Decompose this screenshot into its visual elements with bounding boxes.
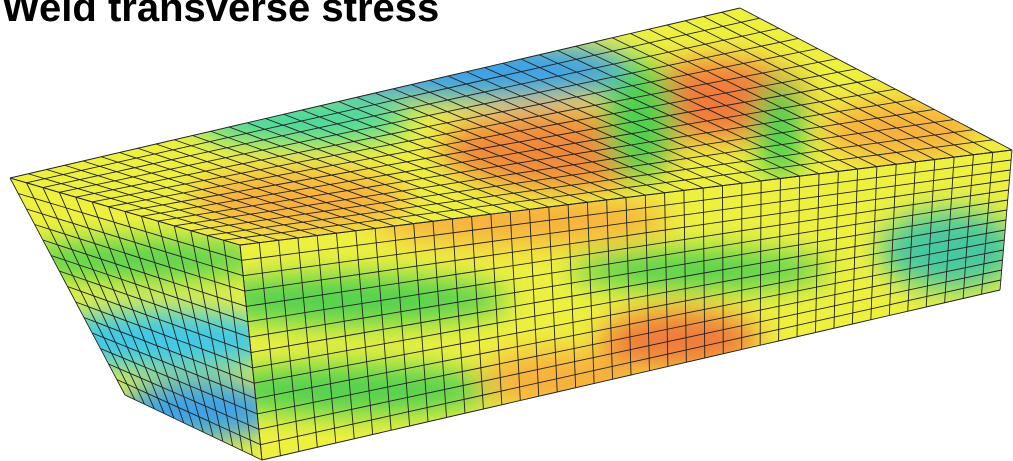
page: Weld transverse stress (() => { const da… [0,0,1013,461]
title: Weld transverse stress [2,0,439,31]
stress-plot [0,0,1013,461]
